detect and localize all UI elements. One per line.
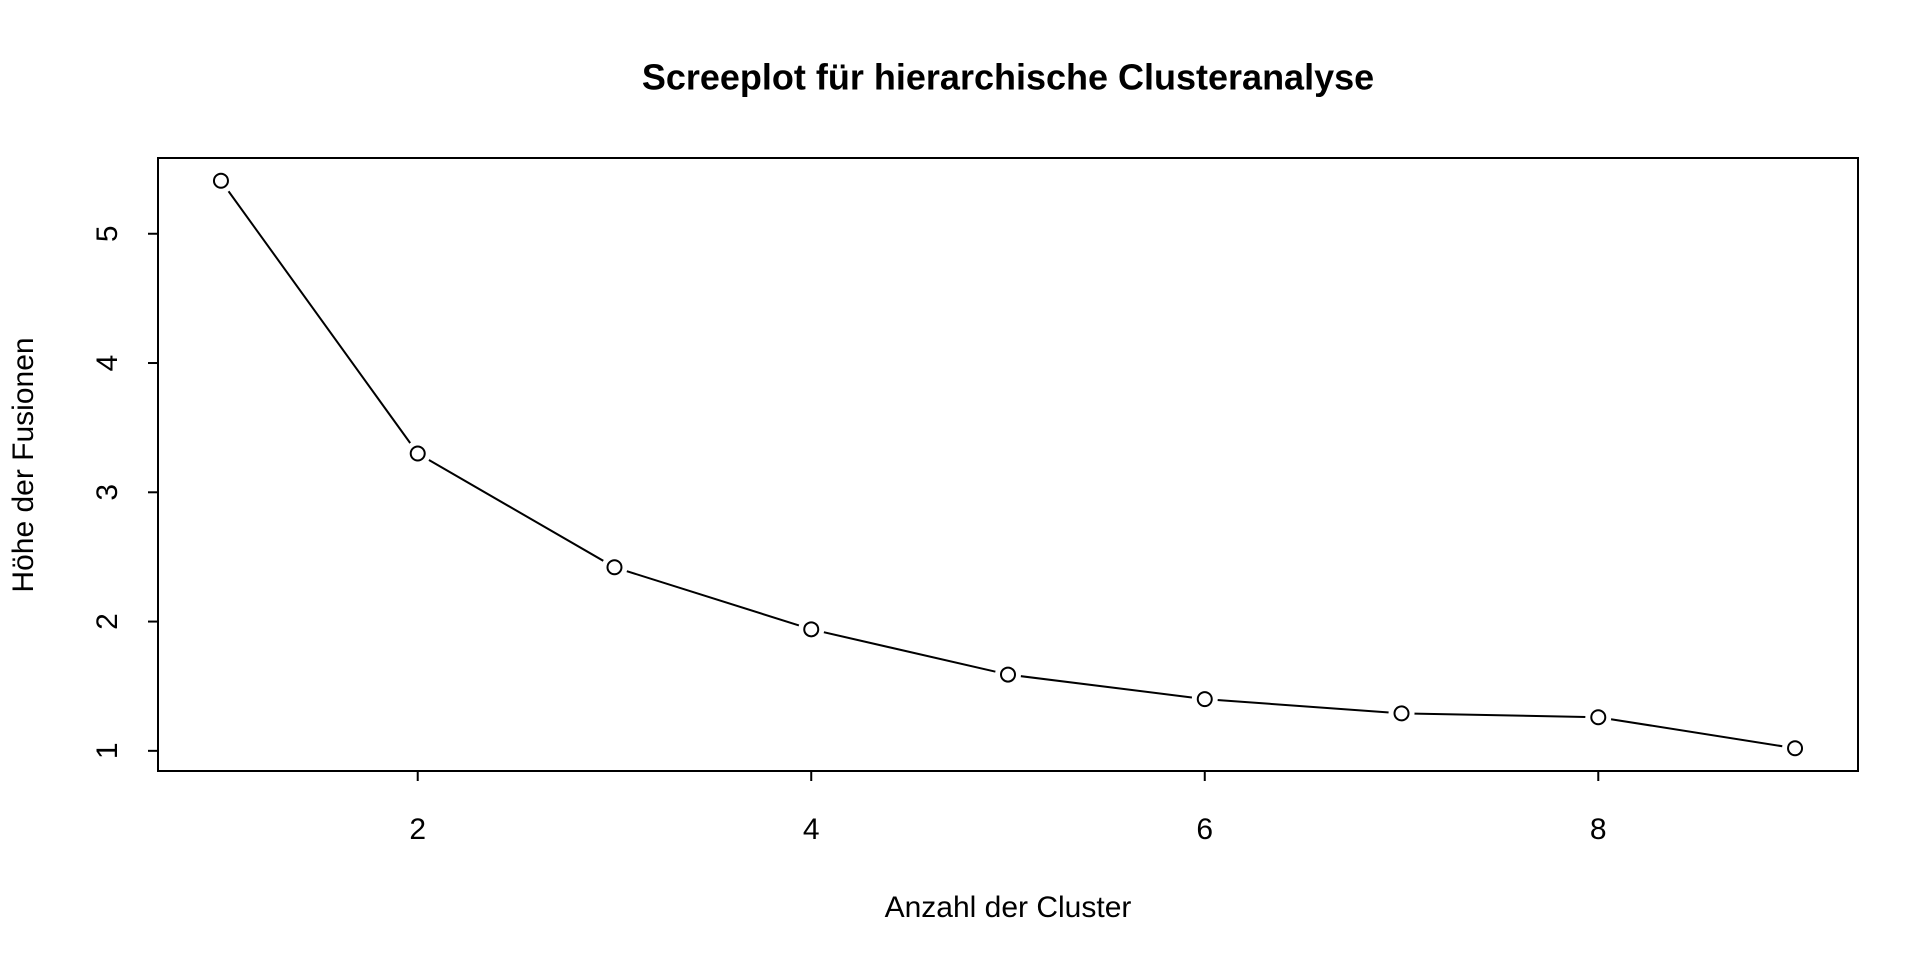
point [803, 621, 820, 638]
point [409, 445, 426, 462]
point [1000, 666, 1016, 683]
x-tick-label: 6 [1196, 813, 1213, 846]
x-tick-label: 4 [803, 813, 820, 846]
x-tick-label: 8 [1590, 813, 1607, 846]
point [1590, 709, 1607, 726]
x-tick-label: 2 [409, 813, 426, 846]
plot-frame [157, 157, 1859, 772]
point [1393, 705, 1410, 722]
point [1787, 740, 1804, 757]
x-axis-label: Anzahl der Cluster [885, 891, 1132, 924]
y-tick-label: 1 [91, 742, 124, 759]
point [1196, 691, 1213, 708]
point [606, 559, 623, 576]
point [212, 172, 229, 189]
y-tick-label: 3 [91, 484, 124, 501]
y-tick-label: 5 [91, 225, 124, 242]
chart-title: Screeplot für hierarchische Clusteranaly… [642, 57, 1374, 98]
y-axis-label: Höhe der Fusionen [7, 337, 40, 592]
y-tick-label: 2 [91, 613, 124, 630]
y-tick-label: 4 [91, 355, 124, 372]
